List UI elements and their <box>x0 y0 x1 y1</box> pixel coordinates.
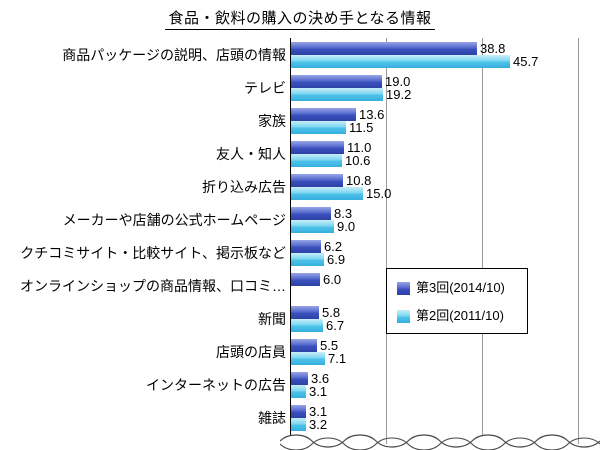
bar-series1 <box>291 207 331 220</box>
category-label: 友人・知人 <box>216 146 286 162</box>
bar-series1 <box>291 240 321 253</box>
value-label-series1: 5.8 <box>322 305 341 320</box>
bar-series2 <box>291 253 324 266</box>
bar-series2 <box>291 55 510 68</box>
value-label-series1: 6.2 <box>324 239 343 254</box>
value-label-series1: 19.0 <box>385 74 411 89</box>
value-label-series2: 15.0 <box>366 186 392 201</box>
bar-series2 <box>291 220 334 233</box>
bar-series1 <box>291 339 317 352</box>
value-label-series1: 11.0 <box>347 140 372 155</box>
bar-series2 <box>291 418 306 431</box>
value-label-series2: 3.2 <box>309 417 328 432</box>
bar-series2 <box>291 385 306 398</box>
value-label-series2: 7.1 <box>328 351 347 366</box>
legend-item-survey2: 第2回(2011/10) <box>397 309 504 323</box>
value-label-series1: 3.1 <box>309 404 328 419</box>
category-label: 店頭の店員 <box>216 344 286 360</box>
value-label-series2: 6.9 <box>327 252 346 267</box>
value-label-series2: 19.2 <box>386 87 412 102</box>
value-label-series1: 10.8 <box>346 173 372 188</box>
legend-label-survey2: 第2回(2011/10) <box>416 308 504 323</box>
value-label-series1: 13.6 <box>359 107 385 122</box>
category-label: メーカーや店舗の公式ホームページ <box>62 212 286 228</box>
bar-series1 <box>291 306 319 319</box>
torn-edge-decoration <box>280 434 600 450</box>
category-label: 家族 <box>258 113 286 129</box>
category-label: 雑誌 <box>258 410 286 426</box>
y-axis-line <box>290 38 291 444</box>
value-label-series1: 6.0 <box>323 272 342 287</box>
bar-series1 <box>291 273 320 286</box>
bar-series2 <box>291 319 323 332</box>
legend-label-survey3: 第3回(2014/10) <box>416 280 505 295</box>
bar-series1 <box>291 108 356 121</box>
value-label-series2: 3.1 <box>309 384 328 399</box>
category-label: インターネットの広告 <box>146 377 286 393</box>
category-label: 商品パッケージの説明、店頭の情報 <box>62 47 286 63</box>
bar-series1 <box>291 405 306 418</box>
bar-series1 <box>291 42 477 55</box>
value-label-series1: 38.8 <box>480 41 506 56</box>
value-label-series1: 8.3 <box>334 206 353 221</box>
value-label-series2: 45.7 <box>513 54 539 69</box>
category-label: 折り込み広告 <box>202 179 286 195</box>
chart-title: 食品・飲料の購入の決め手となる情報 <box>165 7 435 30</box>
gridline-60 <box>578 38 579 444</box>
bar-series2 <box>291 187 363 200</box>
bar-series2 <box>291 154 342 167</box>
value-label-series1: 3.6 <box>311 371 330 386</box>
category-label: クチコミサイト・比較サイト、掲示板など <box>20 245 286 261</box>
bar-series1 <box>291 372 308 385</box>
bar-series2 <box>291 121 346 134</box>
chart-title-wrap: 食品・飲料の購入の決め手となる情報 <box>0 7 600 30</box>
bar-series2 <box>291 352 325 365</box>
bar-series1 <box>291 75 382 88</box>
category-label: 新聞 <box>258 311 286 327</box>
value-label-series2: 11.5 <box>349 120 374 135</box>
gridline-40 <box>482 38 483 444</box>
value-label-series2: 6.7 <box>326 318 345 333</box>
gridline-20 <box>386 38 387 444</box>
legend-swatch-survey2 <box>397 309 410 323</box>
value-label-series2: 9.0 <box>337 219 356 234</box>
category-label: テレビ <box>244 80 286 96</box>
bar-series1 <box>291 174 343 187</box>
category-label: オンラインショップの商品情報、口コミ… <box>20 278 286 294</box>
bar-series1 <box>291 141 344 154</box>
legend-item-survey3: 第3回(2014/10) <box>397 281 505 295</box>
legend: 第3回(2014/10) 第2回(2011/10) <box>386 268 528 334</box>
legend-swatch-survey3 <box>397 281 410 295</box>
value-label-series2: 10.6 <box>345 153 371 168</box>
bar-series2 <box>291 88 383 101</box>
value-label-series1: 5.5 <box>320 338 339 353</box>
